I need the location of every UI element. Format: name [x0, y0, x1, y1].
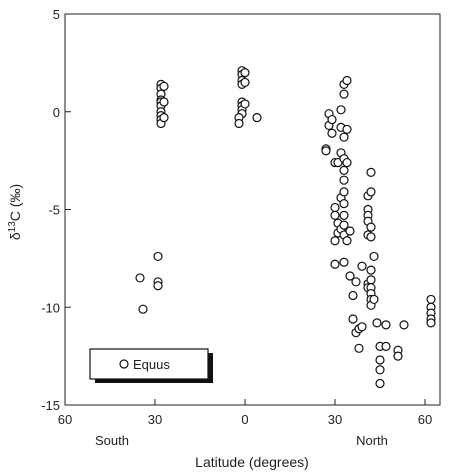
data-point — [366, 232, 376, 242]
data-point — [348, 314, 358, 324]
data-point — [138, 304, 148, 314]
legend-label: Equus — [133, 357, 170, 372]
data-point — [135, 273, 145, 283]
y-tick-label: 0 — [53, 105, 60, 120]
data-point — [375, 378, 385, 389]
y-axis-title-delta: δ — [7, 232, 23, 240]
x-axis-title: Latitude (degrees) — [195, 454, 309, 470]
data-point — [375, 355, 385, 365]
data-point — [330, 259, 340, 269]
data-point — [366, 167, 376, 177]
y-axis-ticks: 5 0 -5 -10 -15 — [41, 7, 71, 413]
y-axis-title-sup: 13 — [7, 221, 18, 233]
data-point — [345, 226, 355, 236]
data-point — [330, 202, 340, 213]
plot-area — [64, 13, 441, 406]
data-point — [357, 261, 367, 271]
data-point — [339, 199, 349, 209]
legend: Equus — [89, 348, 213, 383]
data-point — [348, 290, 358, 301]
y-tick-label: -10 — [41, 300, 60, 315]
data-point — [153, 251, 163, 262]
data-point — [366, 222, 376, 232]
north-label: North — [356, 433, 388, 448]
data-point — [153, 281, 163, 291]
data-point — [351, 277, 361, 287]
data-point — [339, 165, 349, 175]
data-point — [240, 68, 250, 78]
data-point — [339, 210, 349, 220]
data-point — [234, 118, 244, 129]
data-point — [369, 251, 379, 262]
y-tick-label: -15 — [41, 398, 60, 413]
data-point — [354, 343, 364, 353]
data-point — [342, 157, 352, 168]
x-axis-ticks: 60 30 0 30 60 — [58, 399, 432, 427]
data-point — [240, 99, 250, 109]
legend-marker-icon — [119, 359, 129, 369]
data-point — [342, 124, 352, 134]
data-point — [159, 81, 169, 91]
data-point — [339, 132, 349, 142]
data-point — [357, 322, 367, 332]
data-point — [240, 77, 250, 88]
data-point — [336, 105, 346, 115]
y-axis-title-rest: C (‰) — [7, 184, 23, 221]
data-point — [345, 271, 355, 281]
data-point — [381, 320, 391, 330]
data-point — [252, 113, 262, 123]
data-point — [339, 89, 349, 99]
data-point — [339, 257, 349, 267]
data-point — [159, 97, 169, 107]
x-tick-label: 0 — [241, 412, 248, 427]
legend-box — [89, 348, 209, 380]
data-point — [339, 175, 349, 185]
data-point — [327, 114, 337, 125]
x-tick-label: 60 — [58, 412, 72, 427]
data-point — [372, 318, 382, 328]
y-tick-label: -5 — [48, 203, 60, 218]
data-point — [369, 294, 379, 305]
data-point — [339, 187, 349, 197]
data-point — [381, 341, 391, 351]
data-point — [159, 113, 169, 123]
y-tick-label: 5 — [53, 7, 60, 22]
data-point — [366, 187, 376, 197]
data-point — [366, 275, 376, 285]
x-tick-label: 60 — [418, 412, 432, 427]
data-point — [426, 318, 436, 328]
y-axis-title: δ13C (‰) — [7, 184, 24, 240]
data-point — [426, 294, 436, 305]
data-point — [342, 75, 352, 86]
south-label: South — [95, 433, 129, 448]
x-tick-label: 30 — [328, 412, 342, 427]
data-point — [366, 265, 376, 275]
x-tick-label: 30 — [148, 412, 162, 427]
data-point — [375, 365, 385, 375]
data-point — [393, 351, 403, 361]
data-point — [339, 220, 349, 230]
data-point — [321, 146, 331, 156]
data-point — [399, 320, 409, 330]
data-point — [330, 210, 340, 220]
scatter-points — [135, 66, 436, 389]
data-point — [330, 236, 340, 246]
data-point — [327, 128, 337, 138]
data-point — [342, 236, 352, 246]
